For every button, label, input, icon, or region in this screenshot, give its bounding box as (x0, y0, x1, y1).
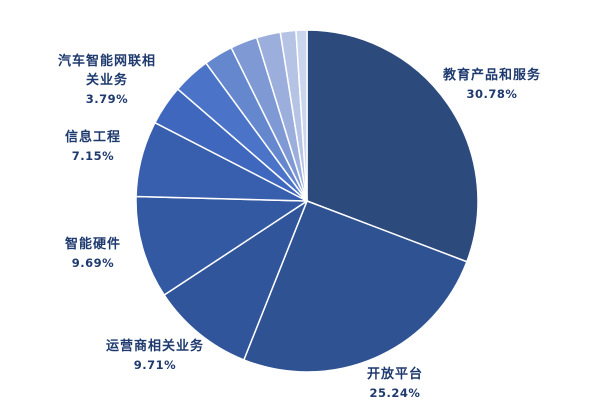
slice-name: 信息工程 (64, 130, 122, 145)
slice-percent: 9.69% (71, 256, 115, 270)
slice-name: 智能硬件 (64, 237, 122, 252)
slice-percent: 9.71% (133, 358, 177, 372)
slice-label-education-products: 教育产品和服务 30.78% (443, 66, 541, 104)
slice-name: 运营商相关业务 (105, 339, 205, 354)
slice-name: 教育产品和服务 (442, 68, 542, 83)
slice-label-open-platform: 开放平台 25.24% (367, 365, 423, 403)
slice-name: 汽车智能网联相关业务 (57, 54, 156, 88)
pie-slice-12 (295, 29, 308, 202)
slice-label-smart-hardware: 智能硬件 9.69% (65, 235, 121, 273)
slice-percent: 25.24% (369, 386, 421, 400)
pie-slice-4 (135, 195, 308, 296)
slice-percent: 7.15% (71, 149, 115, 163)
slice-name: 开放平台 (366, 367, 424, 382)
slice-percent: 3.79% (85, 92, 129, 106)
pie-slice-3 (163, 200, 308, 361)
pie-slice-1 (306, 29, 479, 263)
slice-label-operator-business: 运营商相关业务 9.71% (106, 337, 204, 375)
slice-percent: 30.78% (466, 87, 518, 101)
slice-label-connected-vehicle: 汽车智能网联相关业务 3.79% (57, 52, 157, 109)
pie-slice-2 (243, 200, 468, 373)
slice-label-information-engineering: 信息工程 7.15% (65, 128, 121, 166)
